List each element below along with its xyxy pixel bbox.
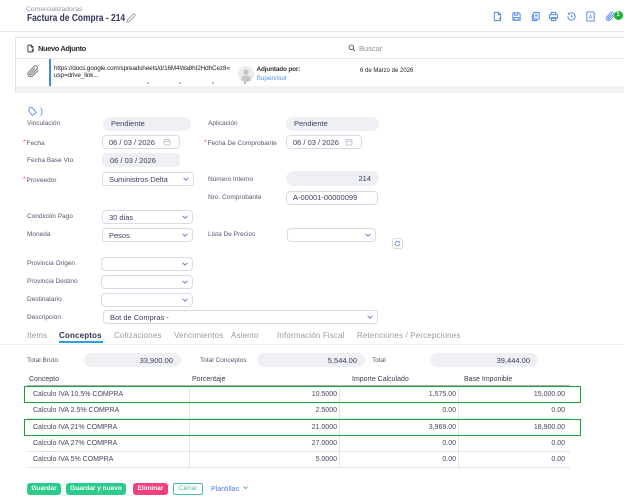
svg-text:A: A <box>589 15 593 21</box>
